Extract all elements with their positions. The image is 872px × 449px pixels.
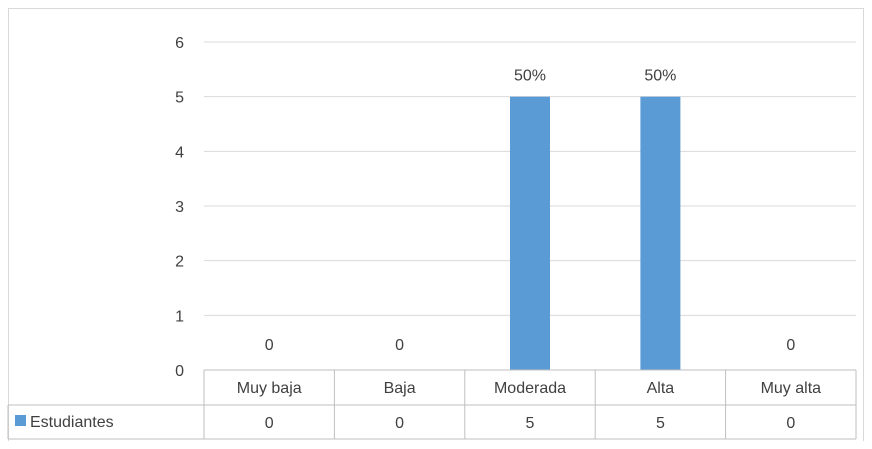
x-category-label: Muy baja <box>237 380 302 397</box>
x-category-label: Baja <box>384 380 416 397</box>
data-label: 0 <box>265 337 274 354</box>
table-value: 0 <box>395 415 404 432</box>
y-tick-label: 1 <box>175 308 184 325</box>
table-value: 5 <box>526 415 535 432</box>
y-tick-label: 6 <box>175 35 184 52</box>
x-category-label: Alta <box>647 380 675 397</box>
table-value: 0 <box>786 415 795 432</box>
y-tick-label: 4 <box>175 144 184 161</box>
x-category-label: Moderada <box>494 380 566 397</box>
legend-label: Estudiantes <box>30 414 114 431</box>
table-value: 0 <box>265 415 274 432</box>
data-label: 50% <box>514 68 546 85</box>
bars <box>510 96 681 371</box>
data-labels: 0 0 50% 50% 0 <box>265 68 796 354</box>
y-tick-label: 3 <box>175 199 184 216</box>
y-tick-label: 0 <box>175 363 184 380</box>
table-value: 5 <box>656 415 665 432</box>
y-tick-label: 5 <box>175 90 184 107</box>
bar <box>510 96 550 371</box>
data-label: 0 <box>395 337 404 354</box>
data-label: 50% <box>644 68 676 85</box>
bar <box>640 96 681 371</box>
chart-frame <box>8 8 864 441</box>
legend-swatch <box>15 415 26 426</box>
data-table: Muy baja Baja Moderada Alta Muy alta Estudian… <box>7 369 857 440</box>
x-category-label: Muy alta <box>761 380 822 397</box>
y-tick-label: 2 <box>175 254 184 271</box>
data-label: 0 <box>786 337 795 354</box>
y-axis-ticks: 0 1 2 3 4 5 6 <box>175 35 184 380</box>
